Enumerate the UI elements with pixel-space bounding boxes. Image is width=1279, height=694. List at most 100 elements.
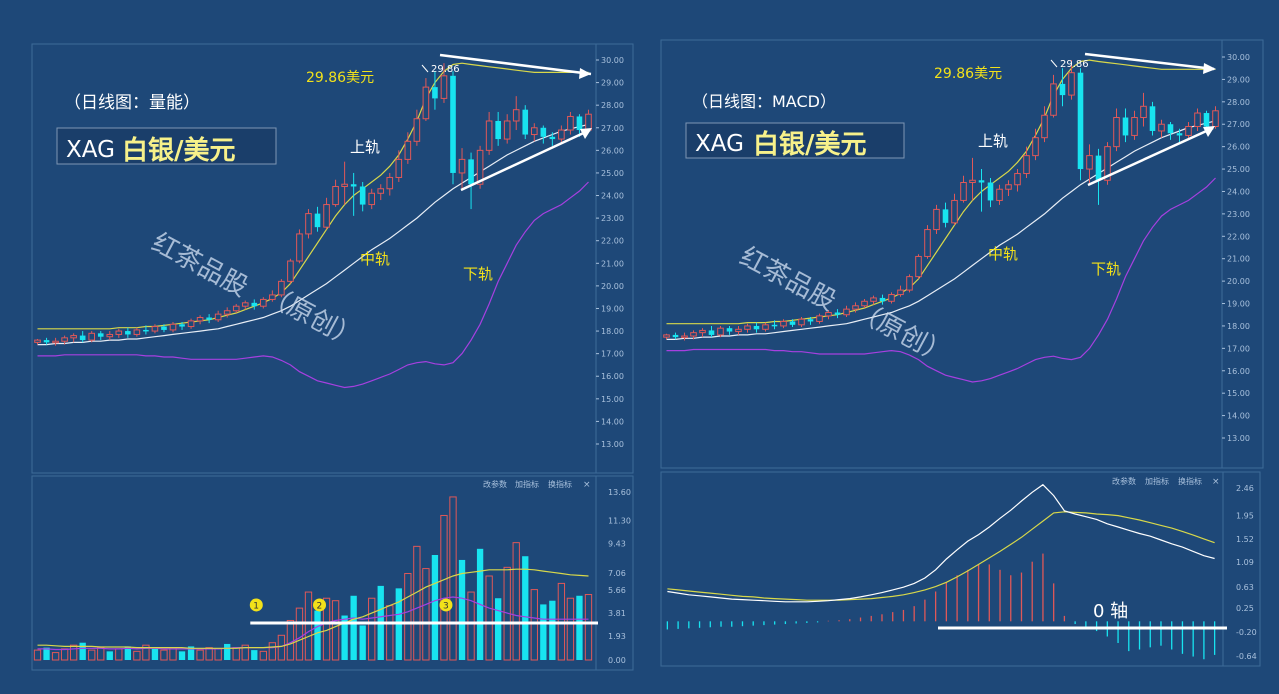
right-peak-pointer <box>1050 59 1058 68</box>
left-candle-body <box>260 298 267 307</box>
right-button-edit-params[interactable]: 改参数 <box>1112 476 1136 486</box>
left-volume-bar <box>97 647 105 661</box>
left-top-trend-arrow <box>439 53 592 76</box>
right-candle-body <box>1194 112 1201 127</box>
right-title-box <box>685 122 905 159</box>
left-volume-bar <box>295 607 304 661</box>
right-macd-frame <box>660 471 1261 667</box>
left-volume-bar <box>33 649 42 661</box>
left-price-tick-label: 13.00 <box>601 440 624 449</box>
left-candle-body <box>241 302 249 307</box>
right-button-add-indicator[interactable]: 加指标 <box>1145 476 1169 486</box>
right-price-tick-label: 26.00 <box>1227 143 1250 152</box>
left-volume-bar <box>241 644 249 661</box>
right-candle-body <box>690 332 697 337</box>
left-volume-bar <box>530 589 538 661</box>
left-candle-body <box>512 109 520 122</box>
left-candle-body <box>278 280 285 296</box>
left-candle-body <box>52 340 59 344</box>
left-volume-bar <box>540 604 547 660</box>
right-candle-body <box>1104 146 1111 181</box>
right-lower-band-label: 下轨 <box>1091 260 1121 278</box>
left-volume-bar <box>467 591 475 661</box>
left-candle-body <box>305 213 312 235</box>
right-candle-body <box>708 330 715 335</box>
left-volume-frame <box>31 475 634 671</box>
right-price-tick-label: 20.00 <box>1227 277 1250 286</box>
right-candle-body <box>987 182 994 201</box>
right-candle-body <box>771 324 778 327</box>
left-chart-panel: 30.0029.0028.0027.0026.0025.0024.0023.00… <box>31 43 634 671</box>
right-candle-body <box>798 318 805 326</box>
left-candle-body <box>567 115 574 131</box>
right-macd-tick-label: 1.95 <box>1236 512 1254 521</box>
left-candle-body <box>206 317 212 320</box>
left-volume-bar <box>124 646 131 660</box>
left-candle-body <box>287 260 294 282</box>
right-price-tick-label: 13.00 <box>1227 434 1250 443</box>
left-top-arrowhead-icon <box>579 68 591 79</box>
right-candle-body <box>699 329 706 334</box>
right-candle-body <box>1095 155 1102 181</box>
left-candle-body <box>214 313 222 321</box>
left-price-tick-label: 23.00 <box>601 214 624 223</box>
right-candle-body <box>753 325 760 330</box>
left-volume-bar <box>88 649 96 661</box>
right-subtitle: （日线图：MACD） <box>692 92 836 111</box>
left-volume-marker-number: 2 <box>317 601 323 611</box>
right-candle-body <box>762 324 769 330</box>
left-candle-body <box>133 329 141 335</box>
right-price-tick-label: 22.00 <box>1227 232 1250 241</box>
left-close-icon[interactable]: × <box>583 480 591 490</box>
right-macd-tick-label: -0.64 <box>1236 652 1257 661</box>
left-price-tick-label: 24.00 <box>601 192 624 201</box>
left-candle-body <box>450 75 456 173</box>
right-price-tick-label: 23.00 <box>1227 210 1250 219</box>
right-candle-body <box>1059 83 1066 96</box>
left-volume-bar <box>431 555 439 660</box>
left-volume-bar <box>341 615 348 660</box>
right-candle-body <box>852 305 859 310</box>
right-candle-body <box>726 328 733 332</box>
left-candle-body <box>386 176 394 190</box>
left-button-edit-params[interactable]: 改参数 <box>483 479 507 489</box>
left-peak-label: 29.86美元 <box>306 70 374 86</box>
left-volume-tick-label: 7.06 <box>608 569 626 578</box>
right-candle-body <box>897 289 904 296</box>
left-volume-bar <box>251 650 258 660</box>
left-volume-tick-label: 1.93 <box>608 632 626 641</box>
left-candle-body <box>368 192 376 206</box>
right-candle-body <box>1167 124 1174 134</box>
right-upper-band-line <box>666 59 1216 325</box>
right-button-switch-indicator[interactable]: 换指标 <box>1178 476 1202 486</box>
left-price-tick-label: 18.00 <box>601 327 624 336</box>
right-candle-body <box>843 308 850 316</box>
left-peak-tag: 29.86 <box>431 64 460 75</box>
left-volume-bar <box>160 649 168 661</box>
right-candle-body <box>915 255 922 278</box>
left-candle-body <box>34 339 41 343</box>
left-candle-body <box>125 331 131 335</box>
left-peak-pointer <box>421 64 429 73</box>
left-button-add-indicator[interactable]: 加指标 <box>515 479 539 489</box>
left-volume-bar <box>495 598 502 660</box>
left-volume-bar <box>440 514 448 661</box>
right-macd-dif-line <box>667 483 1215 603</box>
right-candle-body <box>960 182 967 201</box>
right-candle-body <box>780 320 787 327</box>
left-volume-bar <box>224 643 231 660</box>
left-candle-body <box>296 233 303 262</box>
left-volume-bar <box>151 648 159 660</box>
right-candle-body <box>1212 110 1219 127</box>
left-price-tick-label: 19.00 <box>601 304 624 313</box>
right-close-icon[interactable]: × <box>1212 477 1220 487</box>
right-candle-body <box>663 334 670 338</box>
left-candle-body <box>43 340 50 343</box>
left-volume-bar <box>549 600 556 660</box>
right-price-pane: 30.00 29.00 28.00 27.00 26.00 25.00 24.00 23.00… <box>660 39 1264 469</box>
left-button-switch-indicator[interactable]: 换指标 <box>548 479 572 489</box>
right-candle-body <box>888 294 895 302</box>
right-candle-body <box>1050 83 1057 116</box>
right-candle-body <box>735 328 742 333</box>
